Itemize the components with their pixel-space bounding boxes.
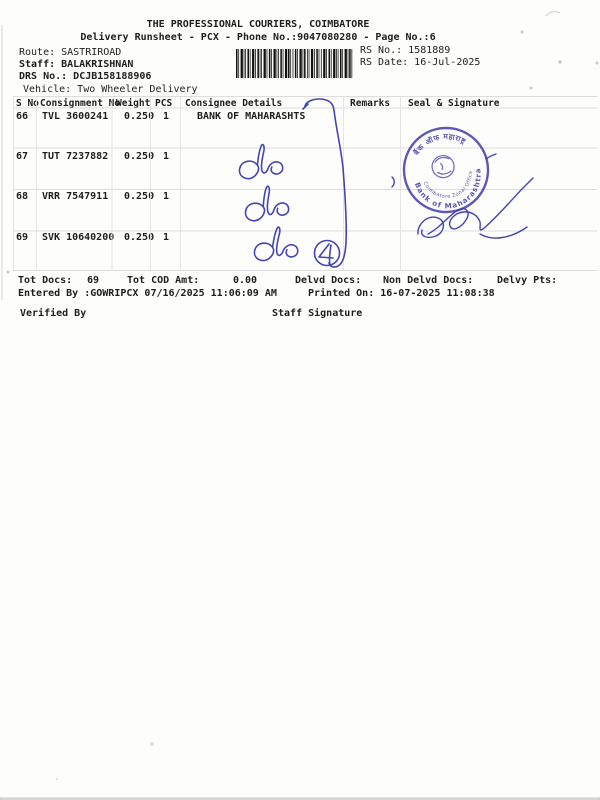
- cell-pcs: 1: [163, 232, 170, 243]
- route-value: SASTRIROAD: [61, 47, 122, 58]
- cell-weight: 0.250: [124, 150, 155, 162]
- tot-cod-label: Tot COD Amt:: [127, 275, 200, 286]
- rs-date-label: RS Date:: [360, 57, 409, 68]
- cell-sno: 69: [16, 232, 29, 243]
- cell-pcs: 1: [163, 110, 170, 122]
- staff-line: Staff: BALAKRISHNAN: [19, 59, 133, 71]
- cell-weight: 0.250: [124, 232, 155, 243]
- tot-docs-label: Tot Docs:: [18, 275, 73, 286]
- cell-consignment: SVK 10640200: [42, 232, 115, 243]
- cell-pcs: 1: [163, 191, 170, 202]
- delvy-pts-label: Delvy Pts:: [497, 275, 558, 286]
- cell-consignee: BANK OF MAHARASHTS: [197, 110, 306, 122]
- printed-on-line: Printed On: 16-07-2025 11:08:38: [308, 288, 495, 299]
- svg-text:Bank of Maharashtra: Bank of Maharashtra: [413, 166, 491, 218]
- runsheet-subtitle: Delivery Runsheet - PCX - Phone No.:9047…: [80, 31, 436, 43]
- pen-vertical-stroke: [302, 98, 348, 268]
- cell-weight: 0.250: [124, 191, 155, 202]
- stamp-emblem: [431, 155, 455, 179]
- company-title: THE PROFESSIONAL COURIERS, COIMBATORE: [146, 19, 370, 30]
- stamp-bank-text: Bank of Maharashtra: [413, 166, 491, 218]
- cell-consignment: TUT 7237882: [42, 150, 109, 162]
- rs-date-value: 16-Jul-2025: [414, 57, 481, 68]
- drs-value: DCJB158188906: [73, 71, 152, 82]
- route-label: Route:: [19, 47, 56, 58]
- delvd-label: Delvd Docs:: [295, 275, 362, 286]
- drs-line: DRS No.: DCJB158188906: [19, 71, 151, 83]
- cell-sno: 68: [16, 191, 29, 202]
- non-delvd-label: Non Delvd Docs:: [383, 275, 474, 286]
- cell-consignment: VRR 7547911: [42, 191, 109, 202]
- rs-no-line: RS No.: 1581889: [360, 45, 450, 57]
- tot-docs-value: 69: [87, 275, 100, 286]
- verified-by-label: Verified By: [20, 307, 87, 319]
- staff-label: Staff:: [19, 59, 56, 70]
- ditto-mark-row-67: [235, 141, 285, 181]
- bank-seal-stamp: बैंक ऑफ महाराष्ट्र Coimbatore Zonal Offi…: [402, 126, 491, 218]
- signature: [391, 153, 534, 239]
- staff-signature-label: Staff Signature: [272, 307, 363, 319]
- cell-pcs: 1: [163, 150, 170, 162]
- rs-no-label: RS No.:: [360, 45, 403, 56]
- cell-consignment: TVL 3600241: [42, 110, 109, 122]
- cell-sno: 67: [16, 150, 29, 162]
- col-header-consignee: Consignee Details: [185, 97, 283, 109]
- col-header-remarks: Remarks: [350, 97, 391, 109]
- vehicle-value: Two Wheeler Delivery: [77, 83, 198, 95]
- cell-sno: 66: [16, 110, 29, 122]
- entered-by-line: Entered By :GOWRIPCX 07/16/2025 11:06:09…: [18, 288, 277, 299]
- stamp-office-text: Coimbatore Zonal Office: [421, 169, 479, 205]
- tot-cod-value: 0.00: [233, 275, 258, 286]
- scan-artifacts: [0, 10, 600, 800]
- col-header-consignment: Consignment No: [40, 97, 121, 109]
- stamp-top-text: बैंक ऑफ महाराष्ट्र: [408, 126, 469, 159]
- route-line: Route: SASTRIROAD: [19, 47, 121, 59]
- staff-value: BALAKRISHNAN: [61, 59, 134, 70]
- col-header-seal: Seal & Signature: [408, 97, 500, 109]
- vehicle-line: Vehicle: Two Wheeler Delivery: [23, 84, 198, 96]
- svg-text:बैंक ऑफ महाराष्ट्र: बैंक ऑफ महाराष्ट्र: [408, 126, 469, 159]
- ditto-mark-row-69: [251, 224, 300, 263]
- ditto-mark-row-68: [240, 182, 291, 223]
- cell-weight: 0.250: [124, 110, 155, 122]
- circled-count-mark: [313, 239, 341, 267]
- vehicle-label: Vehicle:: [23, 83, 72, 95]
- rs-no-value: 1581889: [408, 45, 451, 56]
- barcode: [236, 49, 353, 78]
- drs-label: DRS No.:: [19, 71, 68, 82]
- col-header-sno: S No: [16, 97, 39, 109]
- col-header-pcs: PCS: [155, 97, 173, 109]
- svg-text:Coimbatore Zonal Office: Coimbatore Zonal Office: [421, 169, 479, 205]
- col-header-weight: Weight: [116, 97, 151, 109]
- rs-date-line: RS Date: 16-Jul-2025: [360, 57, 480, 69]
